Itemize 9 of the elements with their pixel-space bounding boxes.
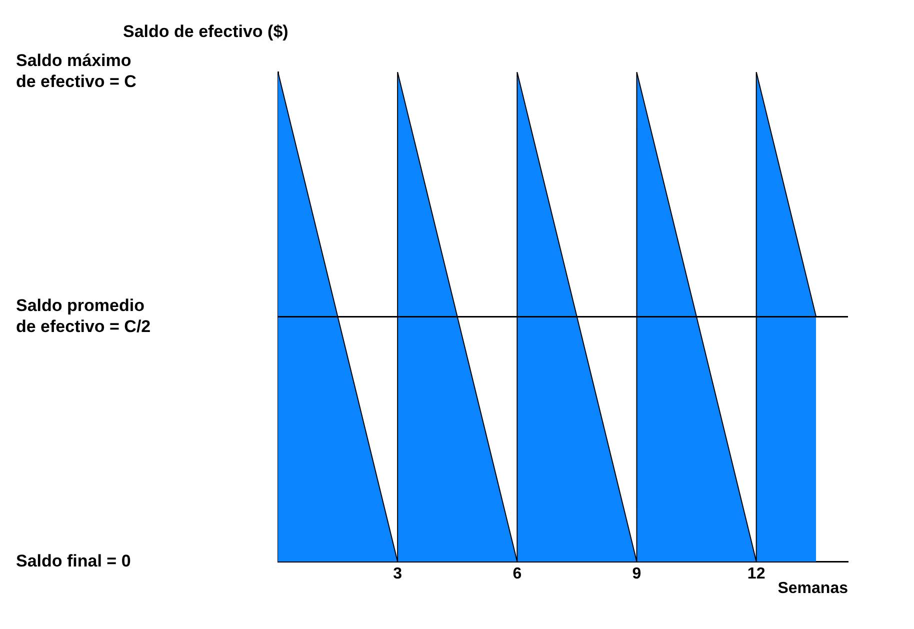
chart-title: Saldo de efectivo ($) <box>122 21 290 42</box>
x-tick-label: 12 <box>747 566 766 583</box>
x-tick-label: 6 <box>512 566 522 583</box>
text: Saldo final = 0 <box>16 551 131 570</box>
x-tick-label: 3 <box>393 566 402 583</box>
text: Saldo máximo de efectivo = C <box>16 51 136 92</box>
text: Saldo promedio de efectivo = C/2 <box>16 296 151 336</box>
x-tick-label: 9 <box>632 566 642 583</box>
x-axis-title: Semanas <box>778 580 848 597</box>
